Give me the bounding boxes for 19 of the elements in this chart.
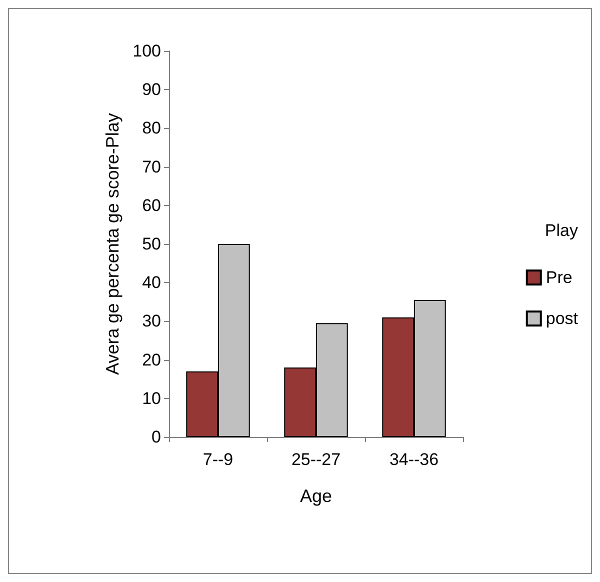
y-tick-label: 50 [142,234,161,254]
x-tick-label: 34--36 [389,450,439,469]
legend-label: post [546,309,578,328]
y-tick-label: 80 [142,118,161,138]
x-tick-label: 25--27 [291,450,341,469]
y-tick-label: 100 [132,42,161,60]
y-tick-label: 40 [142,273,161,292]
y-tick-label: 60 [142,196,161,215]
y-tick-label: 30 [142,312,161,331]
y-axis-title: Avera ge percenta ge score-Play [102,113,123,375]
legend-label: Pre [546,268,572,287]
y-tick-label: 70 [142,157,161,176]
legend-title: Play [544,221,578,240]
x-tick-label: 7--9 [202,450,234,469]
y-tick-label: 20 [142,350,161,370]
y-tick-label: 0 [152,428,161,446]
y-tick-label: 90 [142,80,161,100]
x-axis-title: Age [300,486,332,506]
y-tick-label: 10 [142,388,161,408]
